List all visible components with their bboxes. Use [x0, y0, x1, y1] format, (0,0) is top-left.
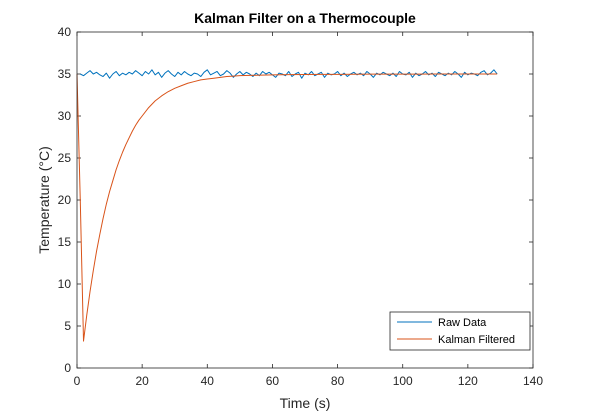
x-axis-ticks: 0 20 40 60 80 100 120 140 — [74, 32, 543, 388]
kalman-filtered-line — [76, 73, 498, 342]
y-tick-label: 20 — [58, 193, 72, 207]
y-tick-label: 35 — [58, 67, 72, 81]
legend-box — [389, 311, 531, 351]
x-axis-label: Time (s) — [280, 395, 331, 411]
chart-title: Kalman Filter on a Thermocouple — [194, 10, 416, 26]
x-tick-label: 60 — [266, 374, 280, 388]
y-tick-label: 40 — [58, 25, 72, 39]
x-tick-label: 120 — [458, 374, 478, 388]
legend: Raw Data Kalman Filtered — [389, 311, 531, 351]
y-axis-ticks: 0 5 10 15 20 25 30 35 40 — [58, 25, 533, 375]
y-tick-label: 0 — [64, 361, 71, 375]
y-tick-label: 30 — [58, 109, 72, 123]
x-tick-label: 100 — [393, 374, 413, 388]
y-tick-label: 15 — [58, 235, 72, 249]
x-tick-label: 40 — [201, 374, 215, 388]
y-tick-label: 5 — [64, 319, 71, 333]
series-lines — [76, 69, 498, 342]
x-tick-label: 0 — [74, 374, 81, 388]
y-axis-label: Temperature (°C) — [36, 146, 52, 254]
y-tick-label: 10 — [58, 277, 72, 291]
y-tick-label: 25 — [58, 151, 72, 165]
x-tick-label: 140 — [523, 374, 543, 388]
legend-label-raw-data: Raw Data — [438, 317, 487, 329]
x-tick-label: 80 — [331, 374, 345, 388]
legend-label-kalman-filtered: Kalman Filtered — [438, 334, 515, 346]
x-tick-label: 20 — [135, 374, 149, 388]
plot-box — [76, 31, 534, 369]
